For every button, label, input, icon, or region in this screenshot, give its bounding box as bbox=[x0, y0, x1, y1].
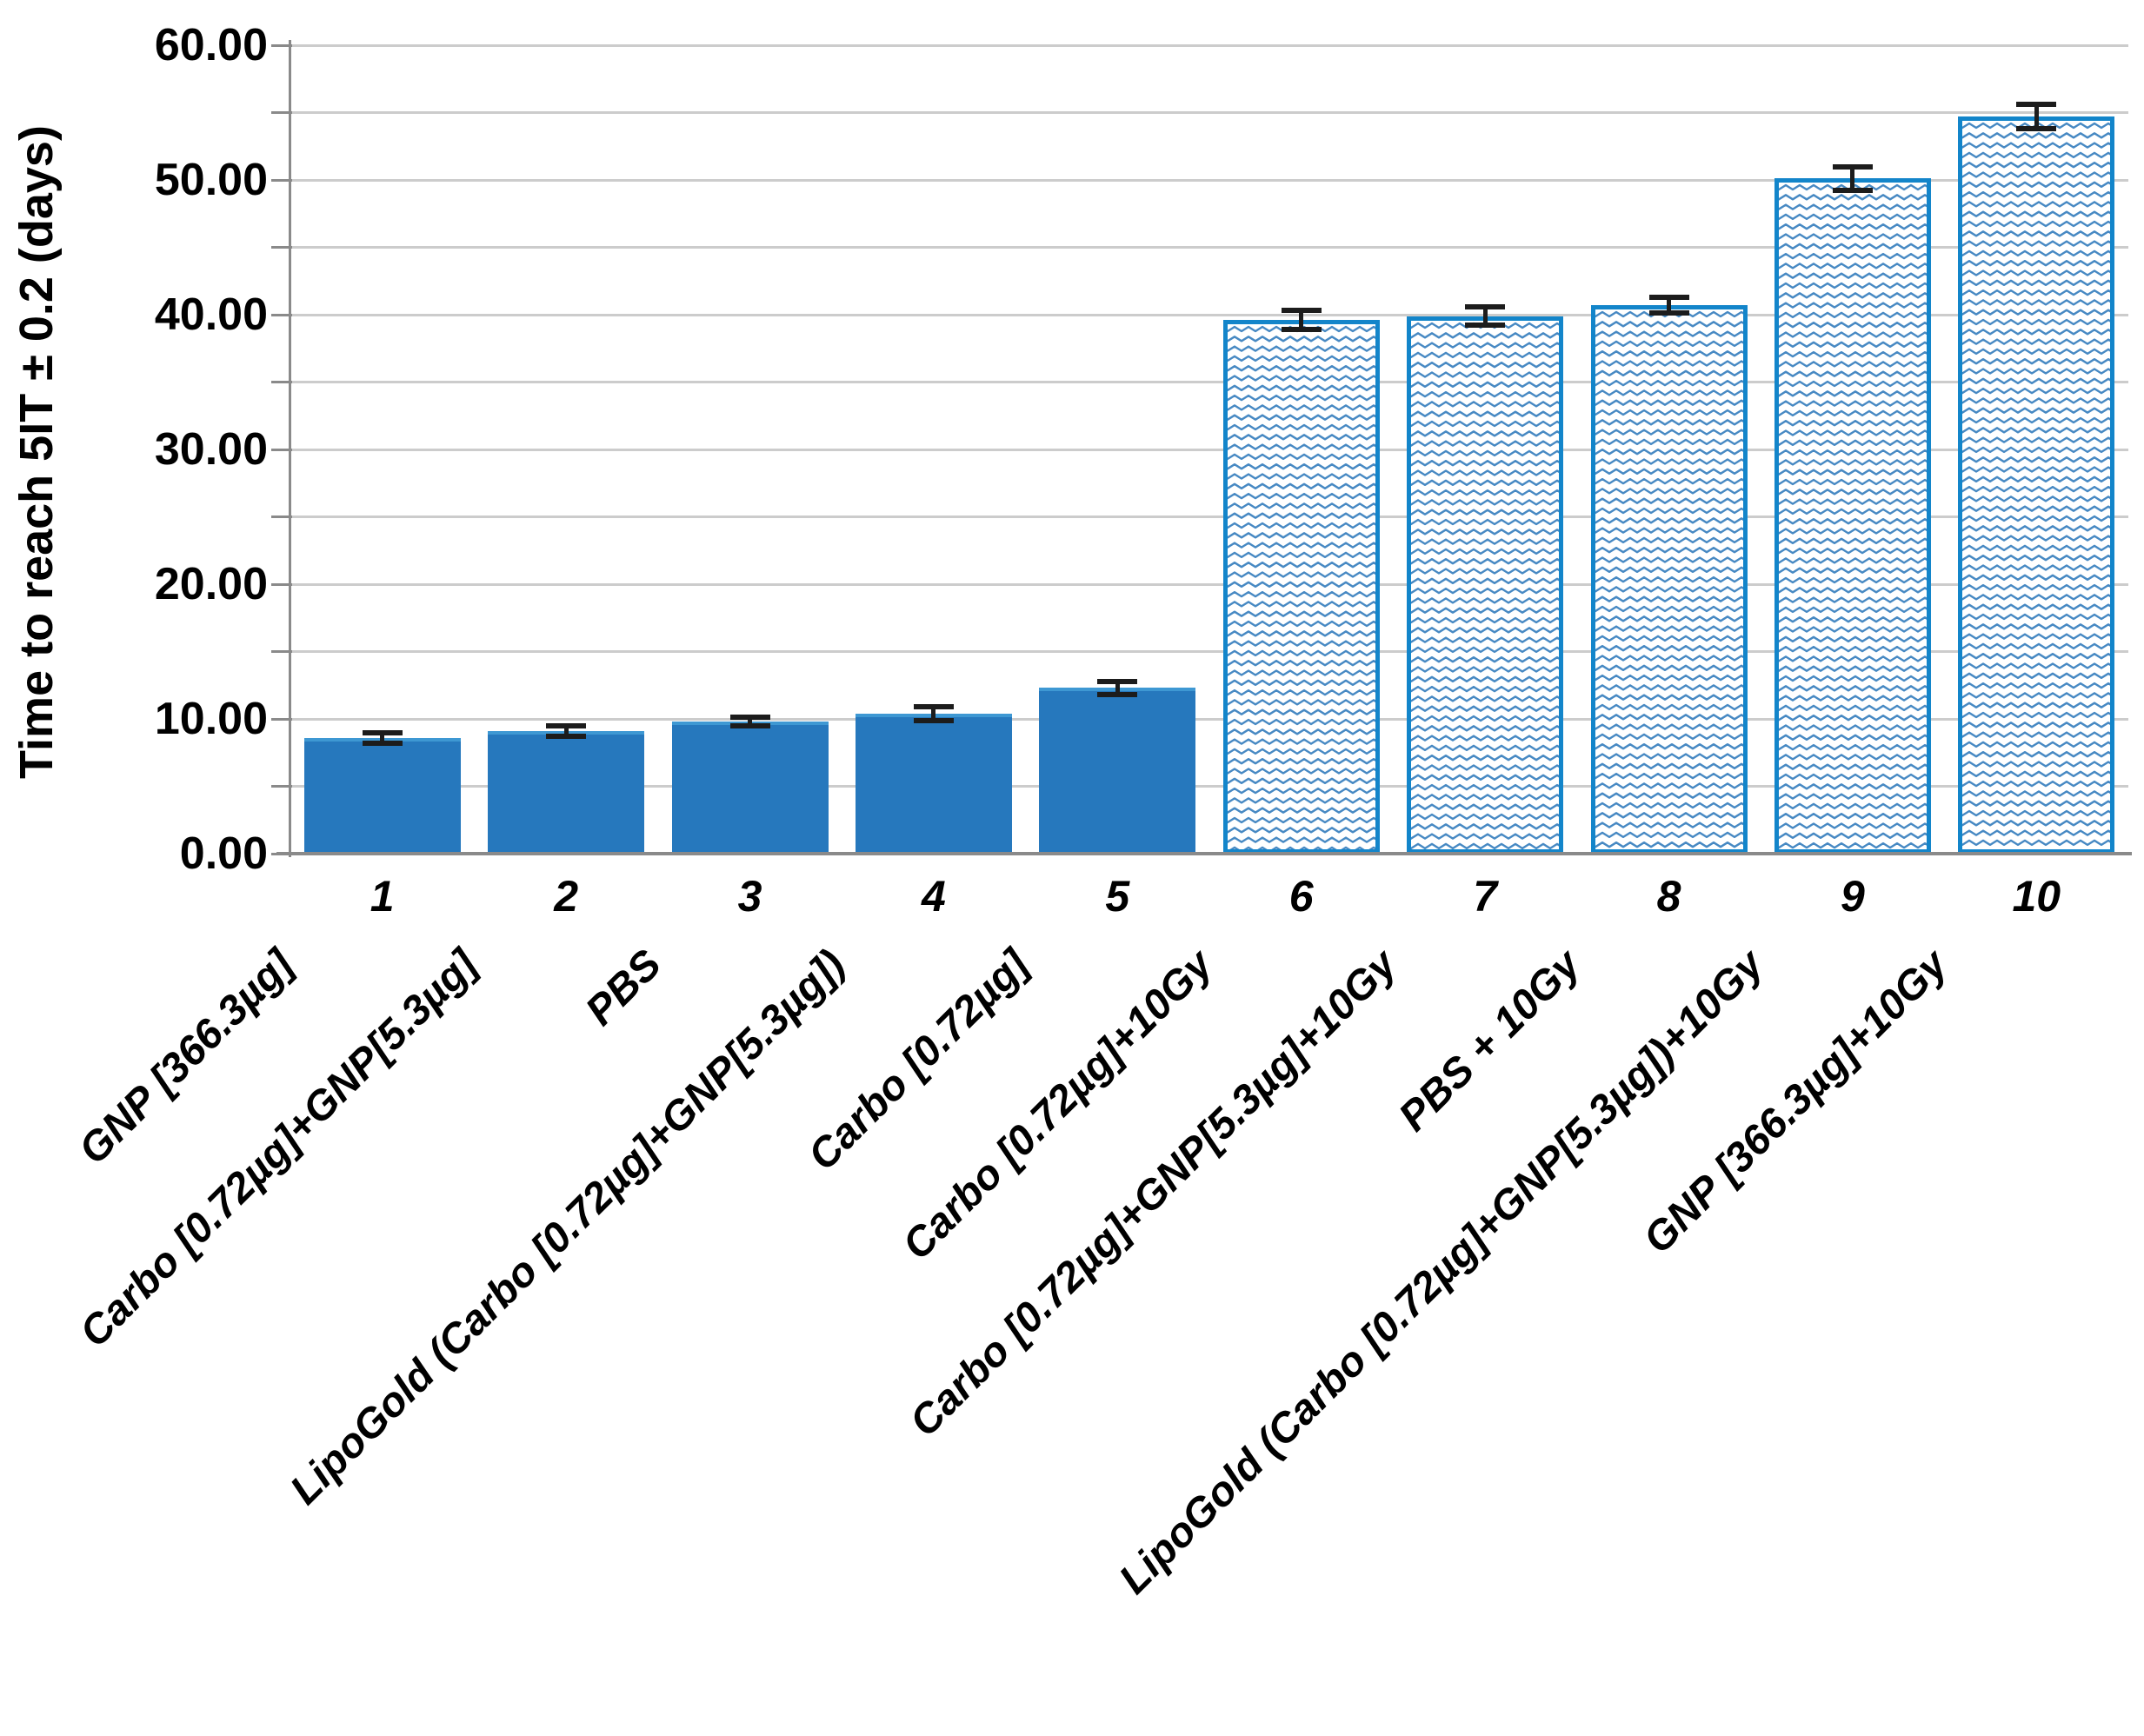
x-category-label: GNP [366.3µg]+10Gy bbox=[1635, 941, 1957, 1263]
y-axis-tick bbox=[271, 246, 292, 249]
bar bbox=[1222, 320, 1380, 854]
gridline bbox=[290, 650, 2128, 653]
y-axis-tick bbox=[271, 650, 292, 653]
gridline bbox=[290, 246, 2128, 249]
error-bar-cap-top bbox=[1465, 303, 1506, 309]
x-axis-baseline bbox=[276, 852, 2132, 855]
error-bar-stem bbox=[1482, 306, 1488, 326]
y-axis-tick bbox=[271, 111, 292, 114]
y-tick-label: 10.00 bbox=[154, 694, 268, 744]
bar bbox=[1958, 116, 2115, 854]
zigzag-pattern bbox=[1411, 322, 1560, 849]
error-bar-stem bbox=[563, 725, 569, 737]
error-bar-stem bbox=[1299, 310, 1304, 330]
error-bar-cap-bottom bbox=[546, 734, 587, 740]
x-category-number: 8 bbox=[1656, 872, 1681, 921]
y-tick-label: 60.00 bbox=[154, 20, 268, 70]
y-axis-tick bbox=[271, 313, 292, 316]
x-category-number: 5 bbox=[1105, 872, 1130, 921]
error-bar-cap-top bbox=[2016, 102, 2057, 108]
gridline bbox=[290, 515, 2128, 518]
y-axis-tick bbox=[271, 582, 292, 586]
bar bbox=[671, 722, 829, 854]
x-category-number: 3 bbox=[737, 872, 762, 921]
y-axis-tick bbox=[271, 178, 292, 182]
error-bar-cap-bottom bbox=[729, 722, 770, 728]
gridline bbox=[290, 785, 2128, 788]
error-bar-stem bbox=[931, 707, 936, 721]
x-category-label: LipoGold (Carbo [0.72µg]+GNP[5.3µg])+10G… bbox=[1110, 941, 1774, 1603]
zigzag-pattern bbox=[1778, 184, 1927, 849]
y-tick-label: 30.00 bbox=[154, 424, 268, 475]
error-bar-stem bbox=[1115, 681, 1120, 695]
error-bar-cap-bottom bbox=[913, 717, 954, 723]
error-bar-cap-top bbox=[1648, 294, 1689, 300]
x-category-number: 1 bbox=[370, 872, 395, 921]
bar bbox=[855, 713, 1012, 854]
error-bar-stem bbox=[1667, 296, 1671, 314]
error-bar-cap-top bbox=[362, 729, 403, 735]
zigzag-pattern bbox=[1227, 325, 1375, 849]
error-bar-cap-bottom bbox=[1648, 310, 1689, 316]
bar bbox=[488, 730, 645, 854]
error-bar-cap-bottom bbox=[1465, 323, 1506, 329]
error-bar-cap-bottom bbox=[362, 740, 403, 746]
error-bar-cap-top bbox=[913, 704, 954, 710]
gridline bbox=[290, 111, 2128, 114]
zigzag-pattern bbox=[1962, 122, 2111, 847]
bar bbox=[303, 737, 461, 854]
x-category-number: 6 bbox=[1288, 872, 1314, 921]
error-bar-cap-top bbox=[729, 715, 770, 721]
error-bar-stem bbox=[1850, 166, 1855, 191]
x-category-number: 4 bbox=[921, 872, 946, 921]
y-axis-tick bbox=[271, 381, 292, 383]
x-category-label: PBS bbox=[576, 941, 670, 1034]
error-bar-cap-top bbox=[1097, 678, 1138, 684]
y-axis-tick bbox=[271, 515, 292, 518]
error-bar-cap-bottom bbox=[1832, 188, 1873, 194]
error-bar-cap-top bbox=[546, 722, 587, 728]
gridline bbox=[290, 313, 2128, 316]
y-tick-label: 0.00 bbox=[179, 828, 268, 879]
gridline bbox=[290, 178, 2128, 182]
x-category-label: PBS + 10Gy bbox=[1389, 941, 1589, 1141]
error-bar-cap-bottom bbox=[1097, 692, 1138, 698]
y-tick-label: 50.00 bbox=[154, 155, 268, 205]
gridline bbox=[290, 448, 2128, 451]
gridline bbox=[290, 381, 2128, 383]
error-bar-stem bbox=[380, 732, 385, 743]
y-axis-tick bbox=[271, 717, 292, 721]
y-axis-tick bbox=[271, 852, 292, 855]
error-bar-cap-bottom bbox=[2016, 126, 2057, 132]
gridline bbox=[290, 717, 2128, 721]
error-bar-cap-top bbox=[1281, 308, 1322, 314]
x-category-number: 7 bbox=[1473, 872, 1497, 921]
gridline bbox=[290, 43, 2128, 47]
bar bbox=[1407, 316, 1564, 854]
x-category-number: 9 bbox=[1840, 872, 1865, 921]
x-category-number: 10 bbox=[2012, 872, 2061, 921]
x-category-number: 2 bbox=[554, 872, 578, 921]
y-axis-tick bbox=[271, 785, 292, 788]
x-category-label: Carbo [0.72µg]+GNP[5.3µg] bbox=[70, 941, 487, 1357]
y-axis-tick bbox=[271, 43, 292, 47]
x-category-label: Carbo [0.72µg]+10Gy bbox=[894, 941, 1222, 1269]
bar bbox=[1590, 305, 1748, 854]
bar bbox=[1039, 688, 1196, 854]
zigzag-pattern bbox=[1595, 310, 1743, 848]
error-bar-cap-top bbox=[1832, 163, 1873, 170]
gridline bbox=[290, 582, 2128, 586]
y-tick-label: 20.00 bbox=[154, 559, 268, 609]
error-bar-stem bbox=[748, 717, 752, 726]
error-bar-stem bbox=[2034, 104, 2039, 130]
y-tick-label: 40.00 bbox=[154, 289, 268, 340]
error-bar-cap-bottom bbox=[1281, 327, 1322, 333]
y-axis-tick bbox=[271, 448, 292, 451]
bar bbox=[1774, 178, 1931, 854]
